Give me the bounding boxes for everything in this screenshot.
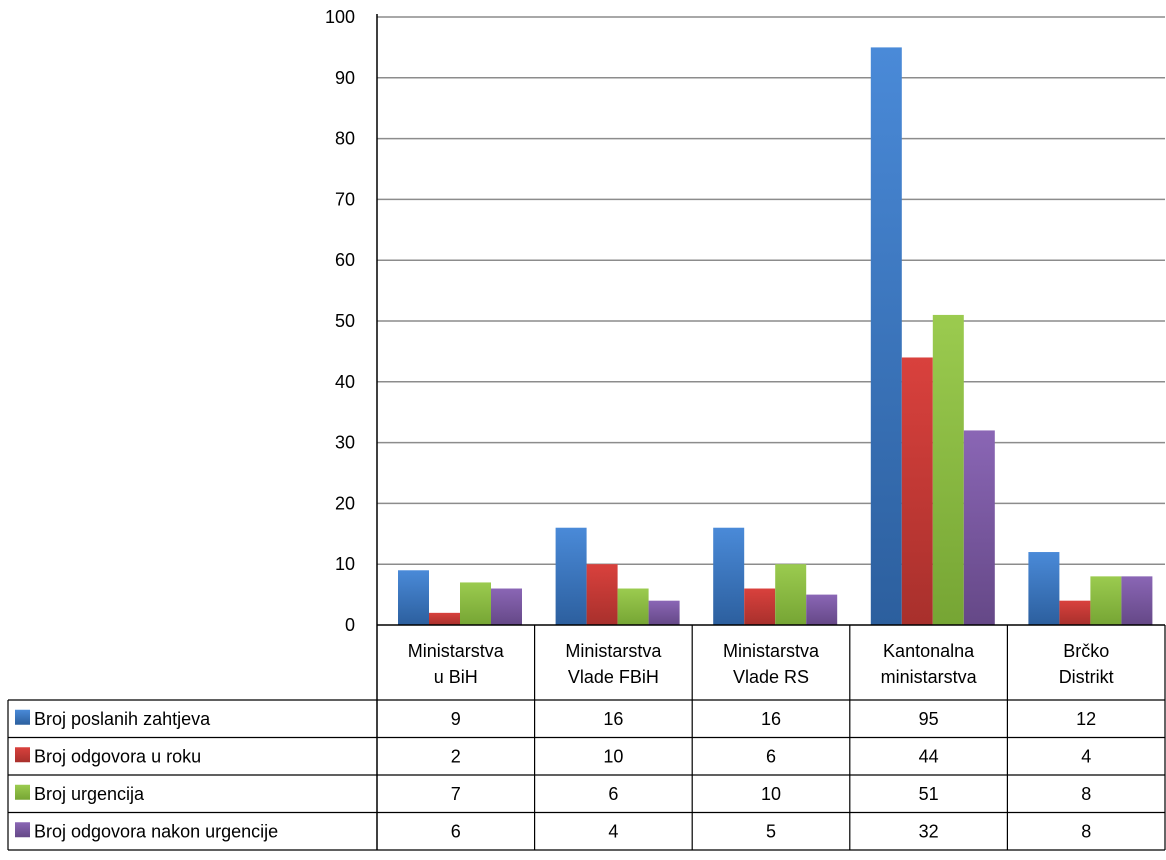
series-name-3: Broj urgencija <box>34 784 145 804</box>
y-tick-label: 70 <box>335 189 355 209</box>
bar-2-5 <box>1059 600 1091 625</box>
bar-4-1 <box>491 588 522 625</box>
category-label: Brčko Distrikt <box>1059 641 1114 687</box>
bar-1-1 <box>398 570 429 625</box>
table-value: 9 <box>451 709 461 729</box>
legend-swatch-2 <box>15 747 30 763</box>
table-value: 6 <box>608 784 618 804</box>
y-tick-labels: 0 10 20 30 40 50 60 70 80 90 100 <box>325 7 355 635</box>
data-table: Ministarstva u BiH Ministarstva Vlade FBiH M… <box>7 625 1166 851</box>
bar-1-4 <box>870 47 902 625</box>
bar-3-5 <box>1090 576 1122 625</box>
table-value: 10 <box>761 784 781 804</box>
table-value: 51 <box>919 784 939 804</box>
y-tick-label: 20 <box>335 493 355 513</box>
bar-4-5 <box>1121 576 1153 625</box>
legend-swatch-4 <box>15 822 30 838</box>
table-value: 16 <box>761 709 781 729</box>
table-value: 10 <box>603 746 623 766</box>
table-value: 5 <box>766 821 776 841</box>
bar-4-3 <box>806 594 838 625</box>
bar-2-3 <box>744 588 776 625</box>
bar-2-4 <box>901 357 933 625</box>
bar-2-1 <box>429 612 460 625</box>
y-tick-label: 90 <box>335 68 355 88</box>
category-label: Ministarstva Vlade FBiH <box>565 641 662 687</box>
y-tick-label: 100 <box>325 7 355 27</box>
bar-1-5 <box>1028 552 1060 625</box>
table-value: 16 <box>603 709 623 729</box>
bar-1-2 <box>555 527 587 625</box>
table-value: 6 <box>451 821 461 841</box>
bar-3-4 <box>932 314 964 625</box>
bar-3-2 <box>617 588 649 625</box>
y-tick-label: 10 <box>335 554 355 574</box>
axes <box>376 14 1165 850</box>
table-value: 32 <box>919 821 939 841</box>
category-label: Ministarstva u BiH <box>408 641 505 687</box>
table-value: 2 <box>451 746 461 766</box>
legend-swatch-1 <box>15 709 30 725</box>
series-name-1: Broj poslanih zahtjeva <box>34 709 211 729</box>
table-value: 8 <box>1081 821 1091 841</box>
category-label: Ministarstva Vlade RS <box>723 641 820 687</box>
bar-4-2 <box>648 600 680 625</box>
bar-3-3 <box>775 564 807 625</box>
table-value: 6 <box>766 746 776 766</box>
table-value: 12 <box>1076 709 1096 729</box>
table-value: 4 <box>608 821 618 841</box>
table-value: 44 <box>919 746 939 766</box>
y-tick-label: 30 <box>335 433 355 453</box>
bar-2-2 <box>586 564 618 625</box>
y-tick-label: 60 <box>335 250 355 270</box>
gridlines <box>377 16 1165 565</box>
series-name-4: Broj odgovora nakon urgencije <box>34 821 278 841</box>
y-tick-label: 40 <box>335 372 355 392</box>
table-value: 8 <box>1081 784 1091 804</box>
table-value: 4 <box>1081 746 1091 766</box>
y-tick-label: 80 <box>335 129 355 149</box>
bar-4-4 <box>963 430 995 625</box>
y-tick-label: 0 <box>345 615 355 635</box>
bars <box>398 47 1153 625</box>
y-tick-label: 50 <box>335 311 355 331</box>
table-value: 7 <box>451 784 461 804</box>
legend-swatch-3 <box>15 784 30 800</box>
bar-3-1 <box>460 582 491 625</box>
table-value: 95 <box>919 709 939 729</box>
bar-1-3 <box>713 527 745 625</box>
category-label: Kantonalna ministarstva <box>881 641 978 687</box>
series-name-2: Broj odgovora u roku <box>34 746 201 766</box>
